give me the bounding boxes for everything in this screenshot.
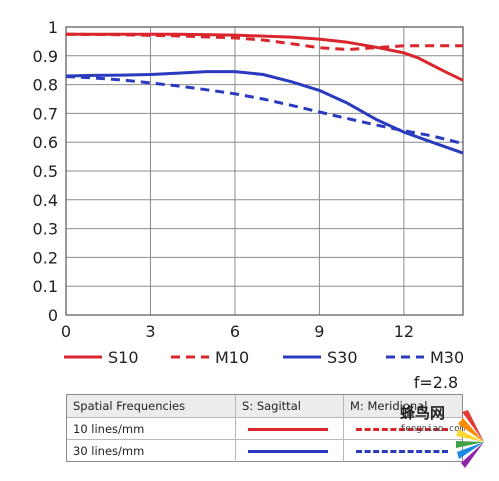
y-tick-label: 0.3 <box>33 220 58 239</box>
meridional-swatch-cell <box>343 418 462 440</box>
y-tick-label: 0.7 <box>33 104 58 123</box>
x-tick-label: 0 <box>61 322 71 341</box>
series-line-s10 <box>66 32 464 82</box>
meridional-swatch-cell <box>343 440 462 462</box>
sagittal-swatch-cell <box>235 418 343 440</box>
legend-label-m30: M30 <box>430 348 464 367</box>
y-tick-label: 0.9 <box>33 47 58 66</box>
sagittal-swatch-cell <box>235 440 343 462</box>
header-sagittal: S: Sagittal <box>235 395 343 417</box>
y-tick-label: 0.5 <box>33 162 58 181</box>
x-tick-label: 3 <box>145 322 155 341</box>
row-label-10lines: 10 lines/mm <box>73 422 145 436</box>
watermark-rays-icon <box>456 410 484 468</box>
x-tick-label: 9 <box>314 322 324 341</box>
y-tick-label: 0.2 <box>33 248 58 267</box>
table-header-row: Spatial Frequencies S: Sagittal M: Merid… <box>67 395 462 417</box>
series-lines <box>65 32 464 155</box>
header-meridional: M: Meridional <box>343 395 462 417</box>
header-spatial-frequencies: Spatial Frequencies <box>73 399 186 413</box>
watermark-logo: 蜂鸟网 fengniao.com <box>400 402 496 476</box>
spatial-frequency-table: Spatial Frequencies S: Sagittal M: Merid… <box>66 394 463 462</box>
table-row-10lines: 10 lines/mm <box>67 417 462 440</box>
watermark-url: fengniao.com <box>400 424 466 434</box>
y-tick-label: 0.6 <box>33 133 58 152</box>
meridional-30-swatch <box>356 450 448 453</box>
grid-lines <box>65 26 464 316</box>
table-row-30lines: 30 lines/mm <box>67 439 462 462</box>
y-tick-label: 1 <box>48 18 58 37</box>
row-label-30lines: 30 lines/mm <box>73 444 145 458</box>
x-tick-label: 12 <box>394 322 414 341</box>
y-tick-label: 0 <box>48 306 58 325</box>
meridional-10-swatch <box>356 428 448 431</box>
aperture-annotation: f=2.8 <box>414 373 458 392</box>
sagittal-10-swatch <box>248 428 328 431</box>
y-tick-label: 0.8 <box>33 76 58 95</box>
plot-frame <box>65 26 464 316</box>
x-tick-label: 6 <box>230 322 240 341</box>
watermark-text: 蜂鸟网 <box>400 404 446 422</box>
legend-label-m10: M10 <box>215 348 249 367</box>
series-line-m30 <box>65 75 464 146</box>
legend: S10 M10 S30 M30 <box>64 348 464 367</box>
y-tick-label: 0.1 <box>33 277 58 296</box>
legend-label-s10: S10 <box>108 348 139 367</box>
legend-label-s30: S30 <box>327 348 358 367</box>
tick-labels: 0 0.1 0.2 0.3 0.4 0.5 0.6 0.7 0.8 0.9 1 0 3 6 9 12 <box>33 18 415 341</box>
sagittal-30-swatch <box>248 450 328 453</box>
y-tick-label: 0.4 <box>33 191 58 210</box>
